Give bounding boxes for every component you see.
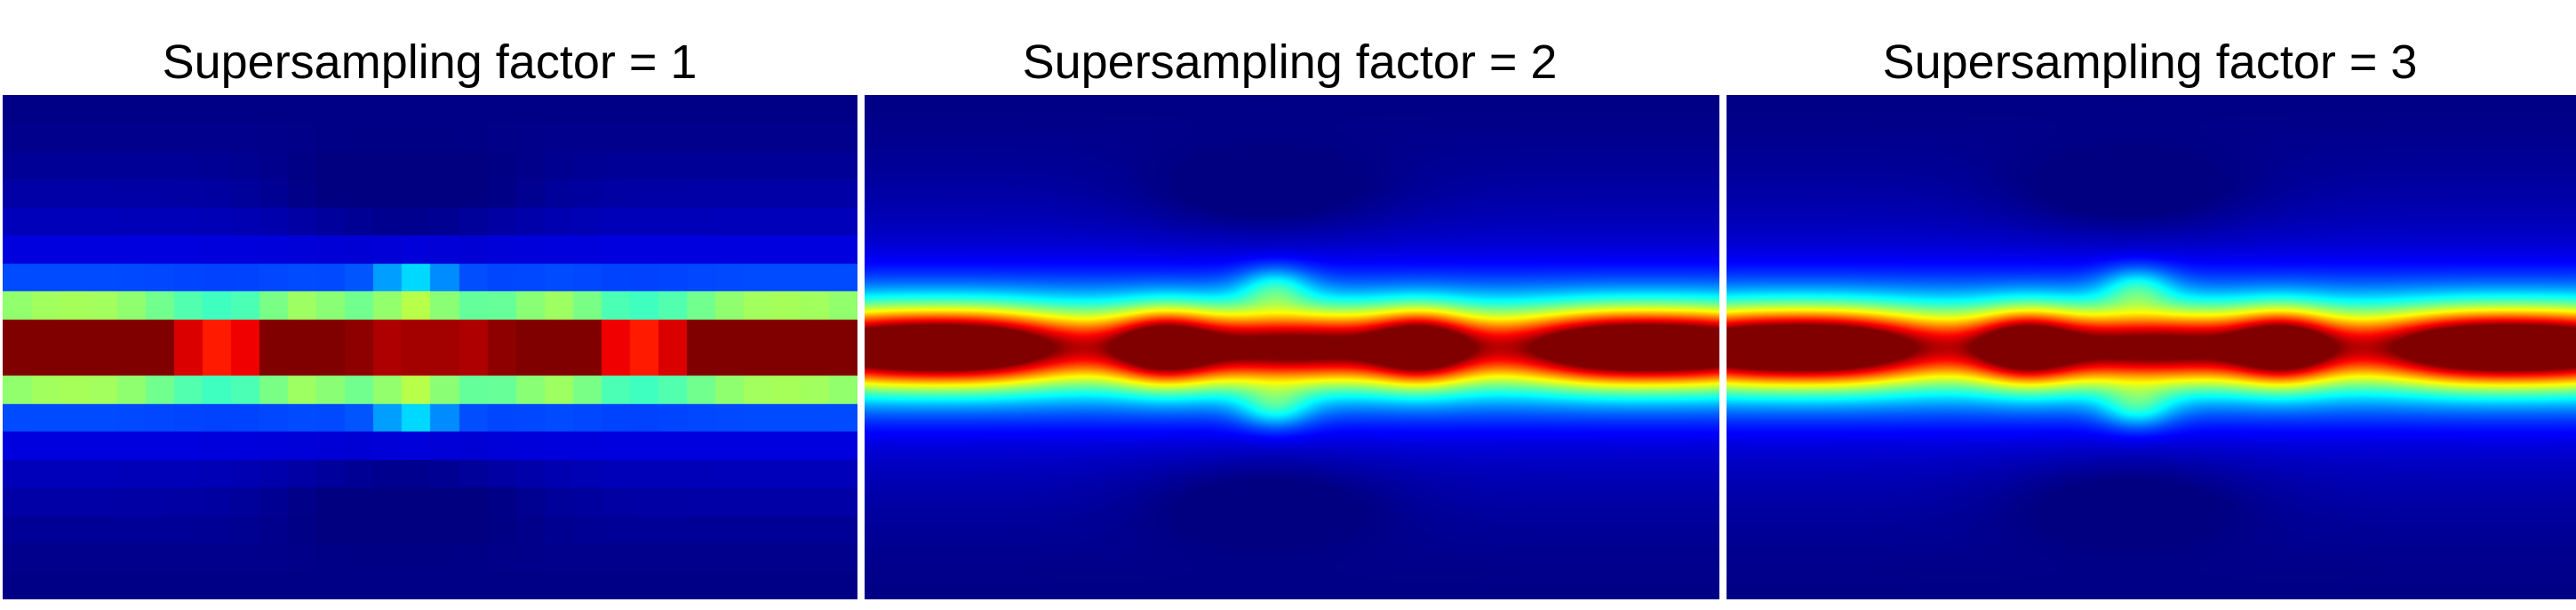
panel-title-1: Supersampling factor = 1 <box>162 36 698 89</box>
panel-title-2: Supersampling factor = 2 <box>1022 36 1558 89</box>
heatmap-canvas-2 <box>865 95 1719 599</box>
heatmap-canvas-1 <box>3 95 857 599</box>
heatmap-panel-3 <box>1727 95 2576 599</box>
panel-title-3: Supersampling factor = 3 <box>1882 36 2418 89</box>
heatmap-panel-2 <box>865 95 1719 599</box>
heatmap-panel-1 <box>3 95 857 599</box>
heatmap-canvas-3 <box>1727 95 2576 599</box>
